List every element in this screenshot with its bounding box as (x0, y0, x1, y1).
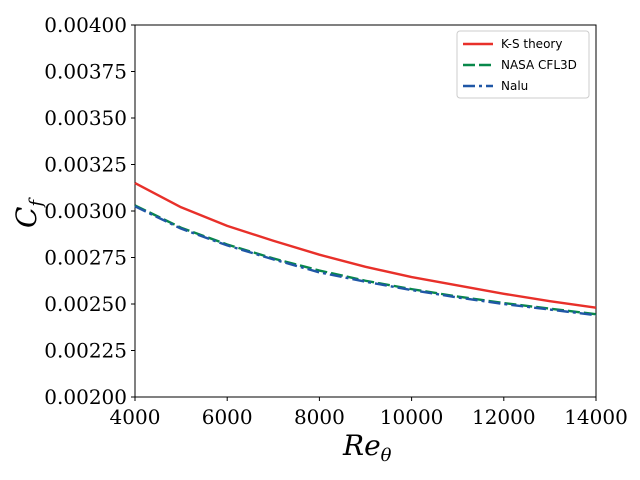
legend: K-S theory NASA CFL3D Nalu (456, 30, 590, 99)
y-tick-label: 0.00200 (44, 385, 127, 409)
y-axis: 0.00200 0.00225 0.00250 0.00275 0.00300 0.003… (44, 13, 135, 409)
y-tick-label: 0.00225 (44, 339, 127, 363)
y-tick-label: 0.00275 (44, 246, 127, 270)
legend-label: NASA CFL3D (501, 58, 577, 72)
x-axis: 4000 6000 8000 10000 12000 14000 (110, 397, 628, 429)
y-tick-label: 0.00250 (44, 292, 127, 316)
y-tick-label: 0.00300 (44, 199, 127, 223)
legend-label: Nalu (501, 79, 528, 93)
y-tick-label: 0.00325 (44, 153, 127, 177)
x-tick-label: 14000 (564, 405, 628, 429)
y-axis-title-main: C (10, 207, 43, 228)
legend-label: K-S theory (501, 37, 562, 51)
x-tick-label: 8000 (294, 405, 345, 429)
y-tick-label: 0.00375 (44, 60, 127, 84)
series-layer (134, 182, 597, 317)
series-line-nasa-cfl3d (134, 204, 597, 316)
x-tick-label: 4000 (110, 405, 161, 429)
x-tick-label: 10000 (380, 405, 444, 429)
series-line-nalu (134, 205, 597, 317)
legend-box (456, 30, 590, 99)
x-tick-label: 6000 (202, 405, 253, 429)
y-tick-label: 0.00350 (44, 106, 127, 130)
x-axis-title: Reθ (342, 429, 392, 466)
x-tick-label: 12000 (472, 405, 536, 429)
series-line-k-s-theory (134, 182, 597, 309)
legend-items: K-S theory NASA CFL3D Nalu (463, 37, 577, 93)
x-axis-title-main: Re (342, 429, 381, 462)
y-axis-title: Cf (10, 197, 47, 228)
y-tick-label: 0.00400 (44, 13, 127, 37)
x-axis-title-sub: θ (381, 445, 392, 466)
